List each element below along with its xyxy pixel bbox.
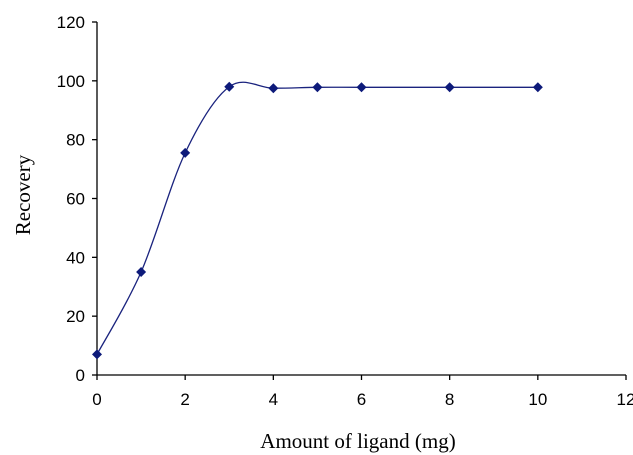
data-markers — [92, 81, 543, 360]
y-tick-label: 80 — [66, 131, 85, 150]
y-axis-title: Recovery — [11, 154, 35, 235]
y-tick-label: 0 — [76, 366, 85, 385]
x-tick-label: 10 — [528, 390, 547, 409]
y-axis-ticks: 0 20 40 60 80 100 120 — [57, 13, 97, 385]
data-point-marker — [312, 82, 323, 93]
x-axis-ticks: 0 2 4 6 8 10 12 — [92, 375, 633, 409]
y-tick-label: 60 — [66, 190, 85, 209]
data-point-marker — [356, 82, 367, 93]
data-point-marker — [180, 147, 191, 158]
y-tick-label: 20 — [66, 307, 85, 326]
data-point-marker — [92, 349, 102, 360]
data-point-marker — [136, 267, 147, 278]
data-point-marker — [268, 83, 279, 94]
x-tick-label: 8 — [445, 390, 454, 409]
x-tick-label: 2 — [180, 390, 189, 409]
x-tick-label: 12 — [617, 390, 633, 409]
data-point-marker — [532, 82, 543, 93]
y-tick-label: 40 — [66, 248, 85, 267]
y-tick-label: 120 — [57, 13, 85, 32]
data-point-marker — [224, 81, 235, 92]
x-tick-label: 0 — [92, 390, 101, 409]
y-tick-label: 100 — [57, 72, 85, 91]
data-point-marker — [444, 82, 455, 93]
x-axis-title: Amount of ligand (mg) — [260, 429, 455, 453]
x-tick-label: 6 — [357, 390, 366, 409]
series-line — [96, 81, 538, 355]
x-tick-label: 4 — [269, 390, 278, 409]
